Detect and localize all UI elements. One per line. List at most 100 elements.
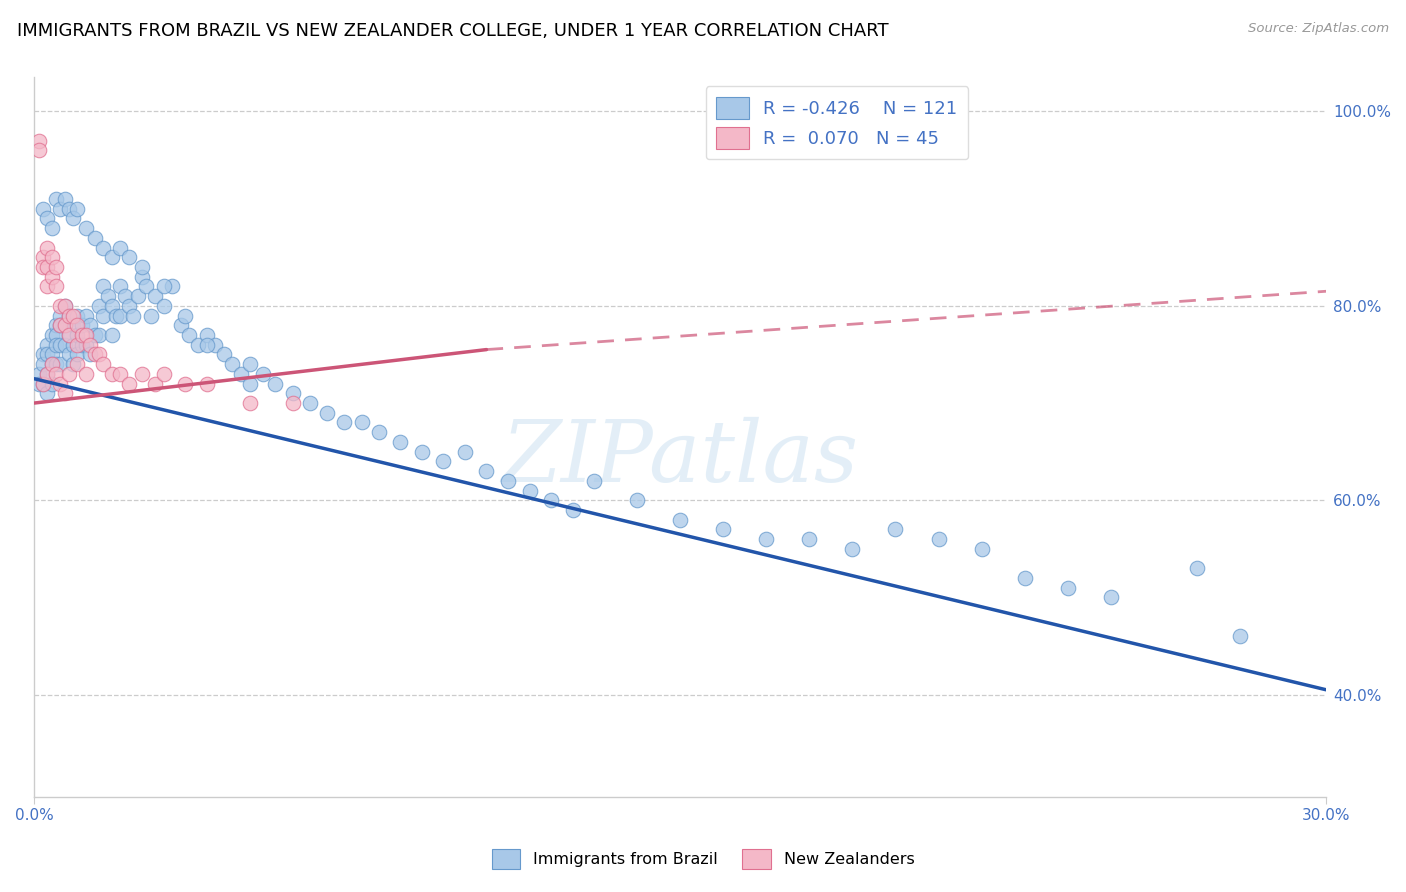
Point (264, 376, 287, 391)
Point (28, 376, 51, 391)
Point (411, 444, 433, 458)
Point (45, 357, 67, 371)
Point (75, 328, 97, 343)
Point (45, 192, 67, 206)
Point (75, 367, 97, 381)
Point (1185, 561, 1208, 575)
Point (41, 357, 63, 371)
Point (143, 289, 166, 303)
Point (139, 309, 162, 323)
Point (91, 357, 114, 371)
Point (28, 134, 51, 148)
Point (49, 202, 72, 216)
Point (32, 347, 55, 361)
Point (41, 328, 63, 343)
Point (62, 211, 84, 226)
Legend: Immigrants from Brazil, New Zealanders: Immigrants from Brazil, New Zealanders (485, 843, 921, 875)
Point (32, 357, 55, 371)
Point (37, 367, 59, 381)
Point (187, 337, 209, 351)
Point (37, 386, 59, 401)
Point (75, 337, 97, 351)
Point (37, 240, 59, 254)
Point (45, 279, 67, 293)
Point (316, 406, 339, 420)
Point (66, 318, 89, 333)
Point (475, 464, 498, 478)
Point (45, 318, 67, 333)
Point (28, 144, 51, 158)
Point (101, 367, 124, 381)
Point (496, 474, 519, 488)
Point (298, 396, 321, 410)
Point (367, 425, 389, 440)
Text: Source: ZipAtlas.com: Source: ZipAtlas.com (1249, 22, 1389, 36)
Point (143, 376, 166, 391)
Point (1099, 591, 1122, 605)
Point (32, 376, 55, 391)
Point (49, 376, 72, 391)
Point (110, 367, 132, 381)
Point (45, 260, 67, 274)
Point (540, 493, 562, 508)
Point (58, 309, 80, 323)
Point (83, 328, 105, 343)
Point (110, 309, 132, 323)
Point (58, 347, 80, 361)
Point (221, 357, 243, 371)
Point (53, 192, 76, 206)
Point (70, 318, 93, 333)
Point (152, 279, 174, 293)
Point (669, 513, 692, 527)
Point (101, 328, 124, 343)
Point (101, 299, 124, 313)
Point (37, 347, 59, 361)
Point (170, 318, 193, 333)
Point (454, 444, 477, 458)
Point (66, 357, 89, 371)
Point (58, 328, 80, 343)
Point (53, 299, 76, 313)
Point (239, 376, 262, 391)
Text: ZIPatlas: ZIPatlas (502, 417, 859, 500)
Point (79, 347, 101, 361)
Point (66, 328, 89, 343)
Point (110, 279, 132, 293)
Point (204, 337, 226, 351)
Point (83, 347, 105, 361)
Point (118, 376, 141, 391)
Point (212, 347, 235, 361)
Point (66, 309, 89, 323)
Point (432, 454, 454, 468)
Point (79, 318, 101, 333)
Point (75, 221, 97, 235)
Point (229, 367, 252, 381)
Point (127, 289, 149, 303)
Point (53, 318, 76, 333)
Point (333, 416, 356, 430)
Point (799, 532, 821, 546)
Point (45, 367, 67, 381)
Point (174, 309, 197, 323)
Point (195, 328, 218, 343)
Point (53, 299, 76, 313)
Point (41, 376, 63, 391)
Point (62, 337, 84, 351)
Point (49, 299, 72, 313)
Point (101, 250, 124, 264)
Point (195, 337, 218, 351)
Point (160, 279, 183, 293)
Point (53, 337, 76, 351)
Point (70, 337, 93, 351)
Point (41, 347, 63, 361)
Legend: R = -0.426    N = 121, R =  0.070   N = 45: R = -0.426 N = 121, R = 0.070 N = 45 (706, 87, 969, 160)
Point (122, 309, 145, 323)
Point (884, 522, 907, 536)
Point (118, 250, 141, 264)
Point (195, 376, 218, 391)
Point (53, 386, 76, 401)
Point (87, 299, 110, 313)
Point (174, 376, 197, 391)
Point (45, 328, 67, 343)
Point (179, 328, 201, 343)
